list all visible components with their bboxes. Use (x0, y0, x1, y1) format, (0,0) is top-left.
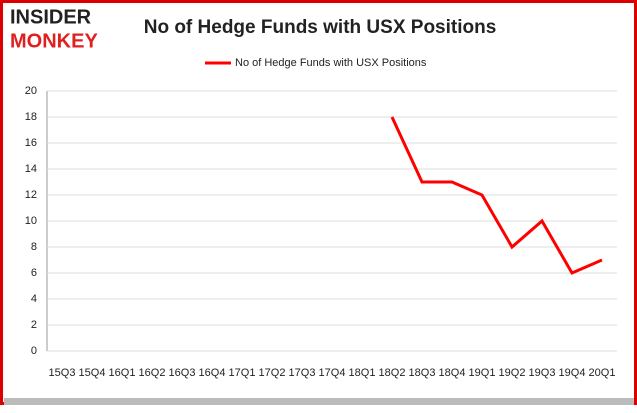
y-tick-label: 4 (31, 293, 37, 305)
y-tick-label: 16 (25, 137, 37, 149)
x-tick-label: 16Q2 (139, 367, 166, 379)
x-tick-label: 18Q1 (349, 367, 376, 379)
logo-bottom: MONKEY (10, 30, 98, 52)
x-tick-label: 19Q4 (559, 367, 586, 379)
x-tick-label: 16Q3 (169, 367, 196, 379)
y-tick-label: 10 (25, 215, 37, 227)
y-tick-label: 2 (31, 319, 37, 331)
line (390, 116, 603, 275)
x-tick-label: 17Q1 (229, 367, 256, 379)
y-tick-label: 8 (31, 241, 37, 253)
x-tick-label: 18Q2 (379, 367, 406, 379)
x-tick-label: 15Q3 (49, 367, 76, 379)
y-tick-label: 14 (25, 163, 37, 175)
chart-title: No of Hedge Funds with USX Positions (144, 17, 497, 38)
x-tick-label: 19Q2 (499, 367, 526, 379)
x-tick-label: 15Q4 (79, 367, 106, 379)
x-tick-label: 18Q4 (439, 367, 466, 379)
y-tick-label: 6 (31, 267, 37, 279)
x-tick-label: 18Q3 (409, 367, 436, 379)
x-tick-label: 16Q1 (109, 367, 136, 379)
y-tick-label: 12 (25, 189, 37, 201)
x-tick-label: 20Q1 (589, 367, 616, 379)
x-tick-label: 17Q4 (319, 367, 346, 379)
y-tick-label: 20 (25, 85, 37, 97)
x-tick-label: 19Q3 (529, 367, 556, 379)
y-tick-label: 0 (31, 345, 37, 357)
y-tick-label: 18 (25, 111, 37, 123)
x-tick-label: 17Q3 (289, 367, 316, 379)
shadow (4, 398, 634, 405)
legend-label: No of Hedge Funds with USX Positions (235, 57, 427, 69)
x-tick-label: 19Q1 (469, 367, 496, 379)
x-tick-label: 17Q2 (259, 367, 286, 379)
x-tick-label: 16Q4 (199, 367, 226, 379)
logo-top: INSIDER (10, 6, 92, 28)
